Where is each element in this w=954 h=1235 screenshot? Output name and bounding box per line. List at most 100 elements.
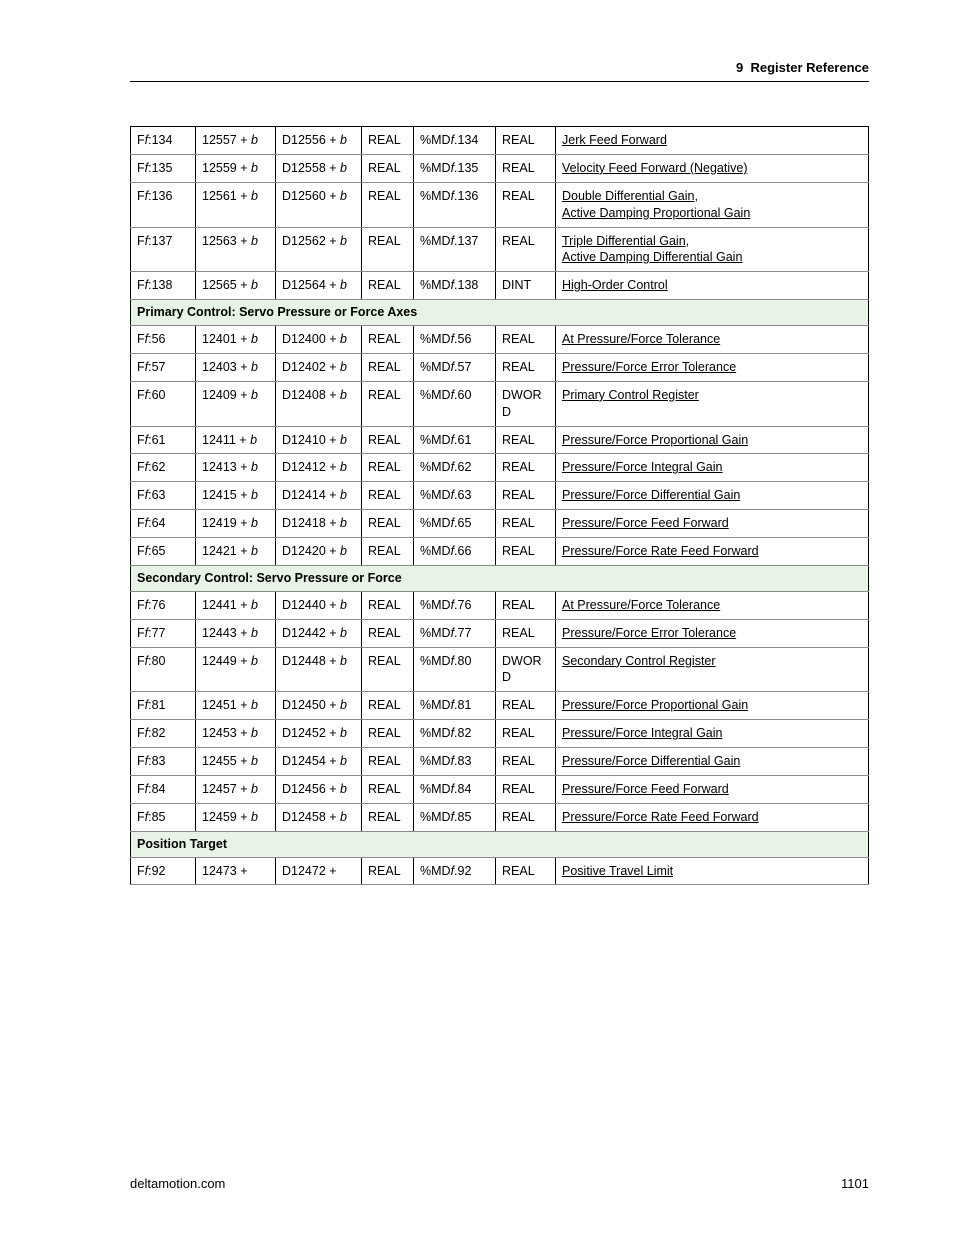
cell-description: Pressure/Force Error Tolerance [556,353,869,381]
cell-register-id: Ff:137 [131,227,196,272]
register-link[interactable]: High-Order Control [562,278,668,292]
cell-addr-2: D12556 + b [276,127,362,155]
cell-type-1: REAL [362,326,414,354]
register-link[interactable]: Double Differential Gain [562,189,694,203]
table-row: Position Target [131,831,869,857]
cell-type-1: REAL [362,510,414,538]
cell-type-1: REAL [362,272,414,300]
cell-description: Pressure/Force Feed Forward [556,510,869,538]
register-link[interactable]: Pressure/Force Integral Gain [562,726,723,740]
cell-type-1: REAL [362,482,414,510]
register-link[interactable]: Positive Travel Limit [562,864,673,878]
cell-type-2: REAL [496,454,556,482]
cell-iec-addr: %MDf.83 [414,748,496,776]
cell-addr-1: 12451 + b [196,692,276,720]
cell-iec-addr: %MDf.76 [414,591,496,619]
cell-iec-addr: %MDf.92 [414,857,496,885]
cell-type-2: DINT [496,272,556,300]
cell-addr-1: 12415 + b [196,482,276,510]
register-link[interactable]: At Pressure/Force Tolerance [562,332,720,346]
table-row: Ff:13612561 + bD12560 + bREAL%MDf.136REA… [131,182,869,227]
cell-iec-addr: %MDf.63 [414,482,496,510]
cell-addr-1: 12453 + b [196,720,276,748]
cell-register-id: Ff:76 [131,591,196,619]
cell-description: Pressure/Force Rate Feed Forward [556,538,869,566]
footer-page-number: 1101 [841,1176,869,1191]
cell-addr-2: D12456 + b [276,775,362,803]
register-link[interactable]: Pressure/Force Feed Forward [562,516,729,530]
cell-iec-addr: %MDf.65 [414,510,496,538]
section-header: Secondary Control: Servo Pressure or For… [131,565,869,591]
register-link[interactable]: Jerk Feed Forward [562,133,667,147]
cell-type-2: REAL [496,510,556,538]
register-link[interactable]: Pressure/Force Proportional Gain [562,433,748,447]
cell-register-id: Ff:92 [131,857,196,885]
cell-register-id: Ff:77 [131,619,196,647]
cell-addr-1: 12473 + [196,857,276,885]
cell-description: Jerk Feed Forward [556,127,869,155]
register-link[interactable]: Secondary Control Register [562,654,716,668]
register-link[interactable]: Primary Control Register [562,388,699,402]
register-link[interactable]: Triple Differential Gain [562,234,686,248]
register-link[interactable]: Pressure/Force Error Tolerance [562,360,736,374]
cell-type-1: REAL [362,775,414,803]
cell-type-1: REAL [362,426,414,454]
cell-type-1: REAL [362,692,414,720]
cell-description: Velocity Feed Forward (Negative) [556,154,869,182]
register-link[interactable]: Pressure/Force Feed Forward [562,782,729,796]
cell-description: Pressure/Force Integral Gain [556,454,869,482]
cell-addr-1: 12563 + b [196,227,276,272]
cell-type-2: REAL [496,803,556,831]
register-link[interactable]: At Pressure/Force Tolerance [562,598,720,612]
cell-addr-2: D12564 + b [276,272,362,300]
register-link[interactable]: Active Damping Proportional Gain [562,206,750,220]
cell-addr-1: 12419 + b [196,510,276,538]
cell-addr-2: D12558 + b [276,154,362,182]
cell-addr-1: 12403 + b [196,353,276,381]
cell-type-2: REAL [496,748,556,776]
register-link[interactable]: Pressure/Force Rate Feed Forward [562,544,759,558]
table-row: Ff:8212453 + bD12452 + bREAL%MDf.82REALP… [131,720,869,748]
register-link[interactable]: Pressure/Force Error Tolerance [562,626,736,640]
table-row: Ff:6412419 + bD12418 + bREAL%MDf.65REALP… [131,510,869,538]
section-header: Position Target [131,831,869,857]
cell-type-2: REAL [496,227,556,272]
cell-register-id: Ff:134 [131,127,196,155]
cell-addr-2: D12400 + b [276,326,362,354]
register-link[interactable]: Pressure/Force Rate Feed Forward [562,810,759,824]
cell-type-2: REAL [496,775,556,803]
register-link[interactable]: Pressure/Force Proportional Gain [562,698,748,712]
register-link[interactable]: Pressure/Force Integral Gain [562,460,723,474]
register-table: Ff:13412557 + bD12556 + bREAL%MDf.134REA… [130,126,869,885]
cell-description: At Pressure/Force Tolerance [556,326,869,354]
table-row: Primary Control: Servo Pressure or Force… [131,300,869,326]
cell-addr-2: D12402 + b [276,353,362,381]
table-row: Ff:13712563 + bD12562 + bREAL%MDf.137REA… [131,227,869,272]
cell-addr-2: D12420 + b [276,538,362,566]
cell-type-1: REAL [362,454,414,482]
cell-addr-1: 12457 + b [196,775,276,803]
cell-description: Pressure/Force Feed Forward [556,775,869,803]
register-link[interactable]: Pressure/Force Differential Gain [562,754,740,768]
cell-iec-addr: %MDf.84 [414,775,496,803]
table-row: Ff:13412557 + bD12556 + bREAL%MDf.134REA… [131,127,869,155]
cell-type-2: REAL [496,482,556,510]
cell-addr-1: 12443 + b [196,619,276,647]
cell-type-2: DWORD [496,647,556,692]
register-link[interactable]: Active Damping Differential Gain [562,250,742,264]
cell-iec-addr: %MDf.66 [414,538,496,566]
cell-type-1: REAL [362,803,414,831]
register-link[interactable]: Pressure/Force Differential Gain [562,488,740,502]
cell-addr-2: D12440 + b [276,591,362,619]
cell-type-2: REAL [496,326,556,354]
cell-addr-1: 12401 + b [196,326,276,354]
cell-register-id: Ff:138 [131,272,196,300]
cell-iec-addr: %MDf.85 [414,803,496,831]
cell-addr-2: D12448 + b [276,647,362,692]
cell-description: Secondary Control Register [556,647,869,692]
cell-type-1: REAL [362,748,414,776]
cell-type-2: REAL [496,692,556,720]
register-link[interactable]: Velocity Feed Forward (Negative) [562,161,748,175]
cell-iec-addr: %MDf.60 [414,381,496,426]
cell-description: Primary Control Register [556,381,869,426]
